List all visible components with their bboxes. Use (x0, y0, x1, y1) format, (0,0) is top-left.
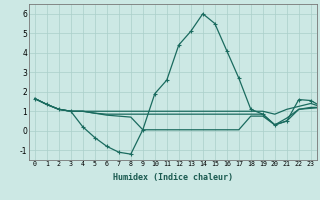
X-axis label: Humidex (Indice chaleur): Humidex (Indice chaleur) (113, 173, 233, 182)
